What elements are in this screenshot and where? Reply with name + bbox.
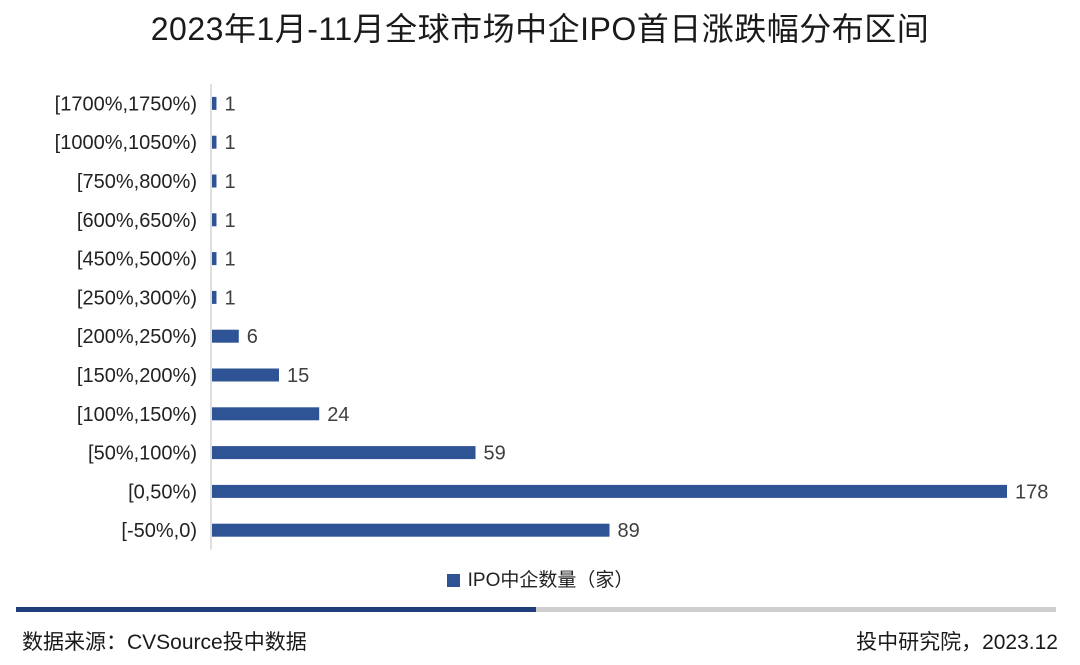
footer-divider: [16, 607, 1056, 612]
publisher-credit: 投中研究院，2023.12: [856, 631, 1058, 654]
data-label: 6: [247, 326, 258, 348]
bar: [212, 407, 320, 421]
category-label: [1000%,1050%): [55, 132, 197, 154]
data-label: 178: [1015, 481, 1048, 503]
legend-label: IPO中企数量（家）: [467, 570, 634, 591]
category-label: [450%,500%): [77, 249, 197, 271]
bar: [212, 368, 279, 382]
category-label: [150%,200%): [77, 365, 197, 387]
bar: [212, 484, 1007, 498]
data-label: 24: [327, 404, 349, 426]
chart-title: 2023年1月-11月全球市场中企IPO首日涨跌幅分布区间: [150, 11, 930, 47]
legend-swatch: [446, 574, 460, 587]
data-label: 15: [287, 365, 309, 387]
bar: [212, 252, 217, 266]
bar: [212, 446, 476, 460]
bar: [212, 135, 217, 149]
bar: [212, 96, 217, 110]
data-label: 1: [224, 93, 235, 115]
data-label: 89: [618, 520, 640, 542]
data-label: 1: [224, 132, 235, 154]
category-label: [600%,650%): [77, 210, 197, 232]
category-label: [100%,150%): [77, 404, 197, 426]
data-label: 1: [224, 171, 235, 193]
bar-chart: [1700%,1750%) 1 [1000%,1050%) 1 [750%,800%) 1…: [55, 84, 1048, 550]
data-label: 59: [484, 443, 506, 465]
data-label: 1: [224, 210, 235, 232]
bar: [212, 329, 239, 343]
category-label: [-50%,0): [121, 520, 197, 542]
bar: [212, 290, 217, 304]
category-label: [50%,100%): [88, 443, 197, 465]
bar: [212, 523, 610, 537]
category-label: [0,50%): [128, 481, 197, 503]
data-label: 1: [224, 287, 235, 309]
category-label: [200%,250%): [77, 326, 197, 348]
bar: [212, 174, 217, 188]
category-label: [250%,300%): [77, 287, 197, 309]
chart-legend: IPO中企数量（家）: [0, 565, 1080, 592]
category-label: [750%,800%): [77, 171, 197, 193]
bar: [212, 213, 217, 227]
footer-divider-accent: [16, 607, 536, 612]
data-label: 1: [224, 249, 235, 271]
category-label: [1700%,1750%): [55, 93, 197, 115]
data-source: 数据来源：CVSource投中数据: [22, 631, 307, 654]
